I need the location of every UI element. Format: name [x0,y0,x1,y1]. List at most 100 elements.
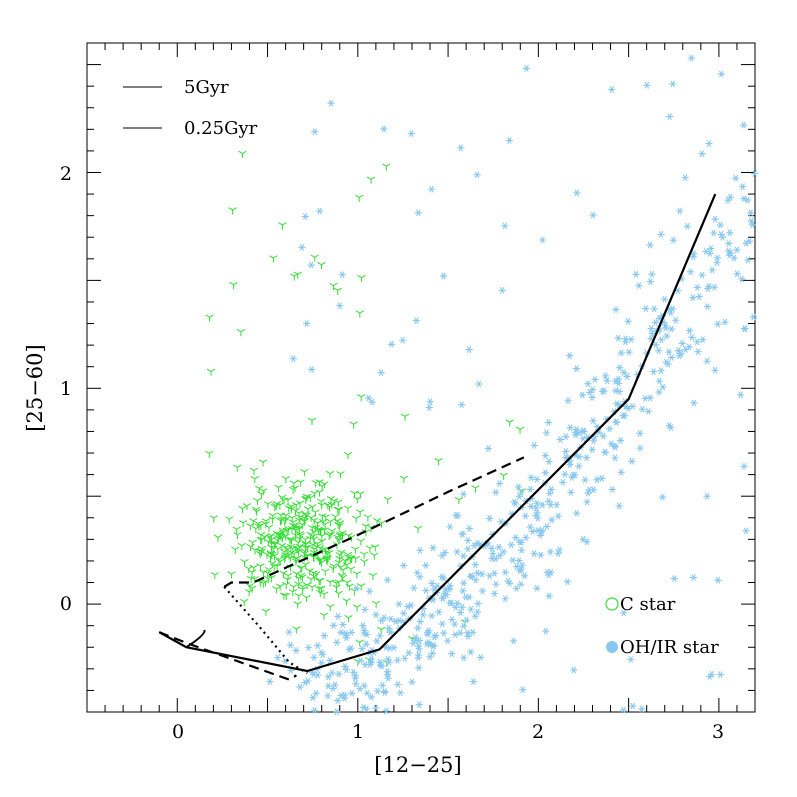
ohir-star-point [646,241,654,249]
c-star-point [258,459,268,467]
ohir-star-point [662,358,670,366]
ohir-star-point [646,394,654,402]
ohir-star-point [578,391,586,399]
c-star-point [269,255,278,263]
ohir-star-point [363,689,371,697]
ohir-star-point [636,444,644,452]
c-star-point [314,577,324,586]
c-star-point [333,287,342,295]
c-star-point [238,520,248,528]
ohir-star-point [678,340,686,347]
ohir-star-point [681,346,690,353]
ohir-star-point [667,424,675,432]
ohir-star-point [619,706,628,714]
ohir-star-point [512,534,520,542]
ohir-star-point [425,627,433,635]
ohir-star-point [310,706,319,714]
ohir-star-point [657,367,665,375]
ohir-star-point [724,247,733,255]
ohir-star-point [435,608,443,616]
ohir-star-point [538,236,547,244]
ohir-star-point [562,448,570,455]
c-star-point [319,591,329,599]
ohir-star-point [744,256,752,264]
c-star-point [356,583,366,591]
ohir-star-point [583,454,591,462]
c-star-point [310,254,319,262]
ohir-star-point [399,336,407,344]
c-star-point [301,561,310,569]
ohir-star-point [462,616,470,624]
c-star-point [352,571,362,579]
c-star-point [352,604,362,612]
axis-ticks [86,42,756,713]
ohir-star-point [339,621,347,628]
ohir-star-point [732,174,740,182]
plot-frame [86,42,756,713]
c-star-point [317,261,326,270]
ohir-star-point [505,137,513,144]
ohir-star-point [401,654,409,662]
ohir-star-point [324,692,332,700]
ohir-star-point [575,462,583,470]
c-star-point [238,150,247,158]
ohir-star-point [381,689,389,696]
ohir-star-point [529,528,537,535]
c-star-point [250,475,259,484]
track-line-025gyr [158,631,297,681]
ohir-star-point [683,222,692,230]
c-star-point [309,554,318,562]
ohir-star-point [425,404,433,411]
c-star-point [256,551,265,559]
c-star-point [295,514,305,522]
c-star-point [277,542,287,551]
c-star-point [284,505,293,513]
ohir-star-point [620,369,628,376]
c-star-point [279,570,288,578]
c-star-point [293,271,302,279]
ohir-star-point [395,600,403,608]
ohir-star-point [649,368,658,375]
c-star-point [365,545,375,553]
ohir-star-point [721,318,729,326]
c-star-point [361,523,371,531]
c-star-point [351,555,360,564]
ohir-star-point [690,250,698,258]
c-star-point [340,557,350,565]
c-star-point [309,570,318,578]
ohir-star-point [315,207,324,215]
ohir-star-point [400,562,408,569]
ohir-star-point [646,278,655,286]
ohir-star-point [446,599,454,607]
c-star-point [515,426,525,434]
ohir-star-point [414,651,423,659]
c-star-point [290,485,300,493]
ohir-star-point [570,666,578,674]
c-star-point [322,556,331,564]
ohir-star-point [689,573,698,581]
c-star-point [233,464,242,472]
legend-marker-ohir-star [606,641,618,653]
ohir-star-point [415,701,423,709]
c-star-point [368,572,378,581]
ohir-star-point [456,629,464,637]
ohir-star-point [667,354,676,361]
ohir-star-point [352,584,360,592]
c-star-point [303,544,312,552]
c-star-point [337,572,347,580]
ohir-star-point [441,549,449,557]
ohir-star-point [513,563,521,570]
c-star-point [259,488,268,496]
ohir-star-point [616,437,625,445]
ohir-star-point [452,603,460,611]
ohir-star-point [314,642,322,650]
ohir-star-point [457,144,465,152]
ohir-star-point [740,325,749,332]
ohir-star-point [563,578,572,586]
ohir-star-point [546,489,554,497]
ohir-star-point [473,608,482,616]
c-star-point [252,506,261,514]
c-star-point [231,546,240,554]
ohir-star-point [360,629,369,637]
y-tick-label-0: 0 [60,593,72,615]
